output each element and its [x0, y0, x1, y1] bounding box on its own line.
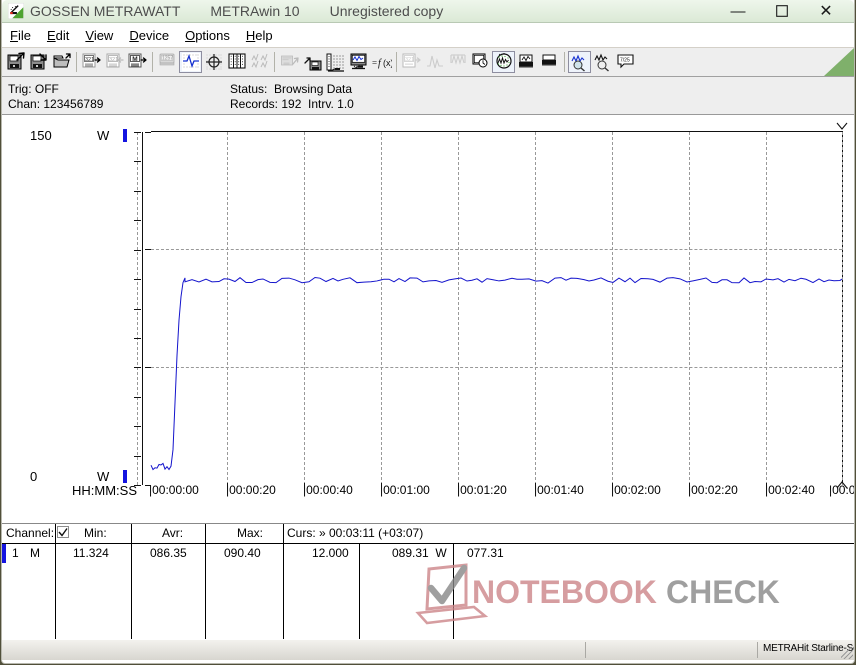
svg-text:=: =: [372, 58, 377, 68]
svg-text:321: 321: [85, 57, 94, 63]
svg-text:f: f: [378, 58, 382, 69]
svg-text:NOTEBOOK: NOTEBOOK: [472, 574, 657, 610]
svg-text:M: M: [132, 56, 137, 63]
svg-text:321: 321: [109, 57, 118, 63]
svg-text:7/25: 7/25: [620, 58, 630, 64]
svg-text:CHECK: CHECK: [666, 574, 780, 610]
svg-text:(x): (x): [383, 58, 392, 68]
svg-text:1257: 1257: [162, 55, 173, 61]
svg-text:321: 321: [405, 57, 414, 63]
